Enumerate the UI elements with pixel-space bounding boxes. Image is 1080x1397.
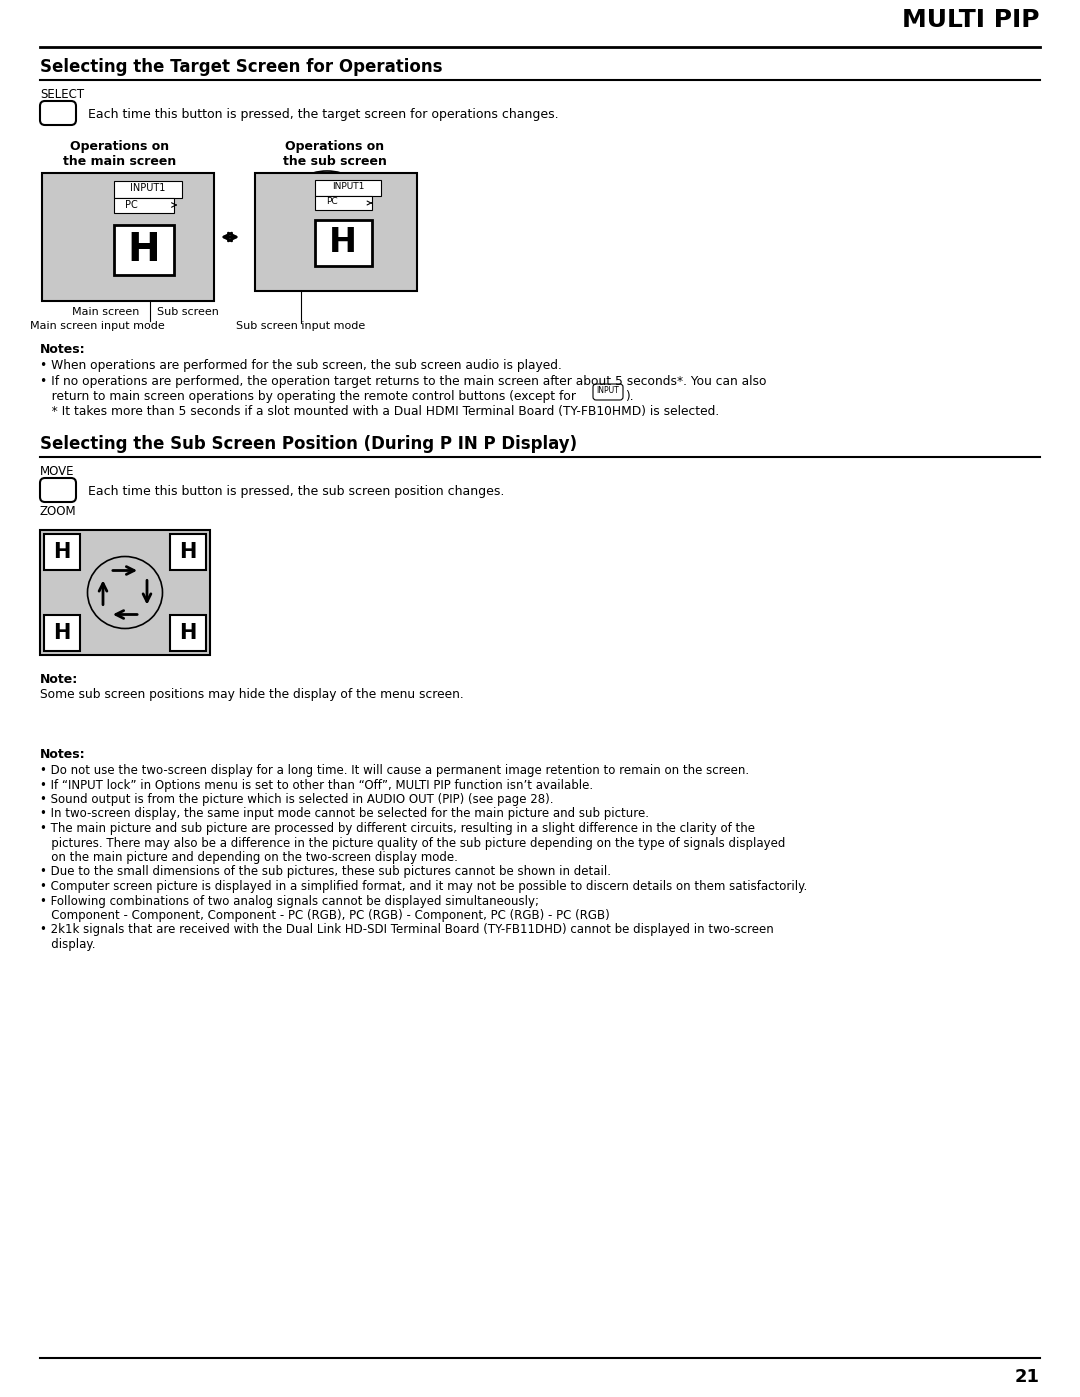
Bar (44, 615, 80, 651)
Bar (315, 180, 381, 196)
Bar (42, 173, 214, 300)
Text: H: H (329, 226, 357, 260)
Text: • Sound output is from the picture which is selected in AUDIO OUT (PIP) (see pag: • Sound output is from the picture which… (40, 793, 554, 806)
Text: • Following combinations of two analog signals cannot be displayed simultaneousl: • Following combinations of two analog s… (40, 894, 539, 908)
Text: • The main picture and sub picture are processed by different circuits, resultin: • The main picture and sub picture are p… (40, 821, 755, 835)
Text: • Do not use the two-screen display for a long time. It will cause a permanent i: • Do not use the two-screen display for … (40, 764, 750, 777)
Text: ).: ). (625, 390, 634, 402)
Text: • Computer screen picture is displayed in a simplified format, and it may not be: • Computer screen picture is displayed i… (40, 880, 807, 893)
Bar (44, 534, 80, 570)
Bar (315, 219, 372, 265)
Text: Notes:: Notes: (40, 344, 85, 356)
Bar (315, 196, 372, 210)
Bar (114, 182, 183, 198)
Text: Main screen: Main screen (72, 307, 139, 317)
Text: H: H (179, 623, 197, 643)
Bar (170, 615, 206, 651)
Text: PC: PC (326, 197, 338, 207)
Text: Notes:: Notes: (40, 747, 85, 761)
Text: Note:: Note: (40, 673, 78, 686)
Bar (170, 534, 206, 570)
Text: Some sub screen positions may hide the display of the menu screen.: Some sub screen positions may hide the d… (40, 687, 463, 701)
Text: • If “INPUT lock” in Options menu is set to other than “Off”, MULTI PIP function: • If “INPUT lock” in Options menu is set… (40, 778, 593, 792)
FancyBboxPatch shape (593, 384, 623, 400)
Text: H: H (53, 542, 70, 562)
Bar (114, 225, 174, 275)
Bar (255, 173, 417, 291)
Text: on the main picture and depending on the two-screen display mode.: on the main picture and depending on the… (40, 851, 458, 863)
Text: SELECT: SELECT (40, 88, 84, 101)
Text: Component - Component, Component - PC (RGB), PC (RGB) - Component, PC (RGB) - PC: Component - Component, Component - PC (R… (40, 909, 610, 922)
Text: MOVE: MOVE (40, 465, 75, 478)
Text: * It takes more than 5 seconds if a slot mounted with a Dual HDMI Terminal Board: * It takes more than 5 seconds if a slot… (40, 405, 719, 418)
Text: H: H (53, 623, 70, 643)
Text: Each time this button is pressed, the target screen for operations changes.: Each time this button is pressed, the ta… (87, 108, 558, 122)
FancyBboxPatch shape (40, 478, 76, 502)
Text: • If no operations are performed, the operation target returns to the main scree: • If no operations are performed, the op… (40, 374, 767, 388)
Text: • When operations are performed for the sub screen, the sub screen audio is play: • When operations are performed for the … (40, 359, 562, 372)
Text: INPUT: INPUT (596, 386, 619, 395)
FancyBboxPatch shape (40, 101, 76, 124)
Text: Each time this button is pressed, the sub screen position changes.: Each time this button is pressed, the su… (87, 485, 504, 497)
Bar (114, 198, 174, 212)
Text: Sub screen: Sub screen (157, 307, 219, 317)
Text: Sub screen input mode: Sub screen input mode (237, 321, 366, 331)
Text: Selecting the Target Screen for Operations: Selecting the Target Screen for Operatio… (40, 59, 443, 75)
Text: pictures. There may also be a difference in the picture quality of the sub pictu: pictures. There may also be a difference… (40, 837, 785, 849)
Text: PC: PC (125, 200, 138, 210)
Text: Operations on
the main screen: Operations on the main screen (64, 140, 177, 168)
Text: ZOOM: ZOOM (40, 504, 77, 518)
Circle shape (48, 191, 76, 219)
Text: INPUT1: INPUT1 (131, 183, 165, 193)
Text: H: H (179, 542, 197, 562)
Text: MULTI PIP: MULTI PIP (903, 8, 1040, 32)
Text: Main screen input mode: Main screen input mode (29, 321, 164, 331)
Text: • 2k1k signals that are received with the Dual Link HD-SDI Terminal Board (TY-FB: • 2k1k signals that are received with th… (40, 923, 773, 936)
Text: • Due to the small dimensions of the sub pictures, these sub pictures cannot be : • Due to the small dimensions of the sub… (40, 866, 611, 879)
Circle shape (260, 190, 286, 217)
Text: Selecting the Sub Screen Position (During P IN P Display): Selecting the Sub Screen Position (Durin… (40, 434, 577, 453)
Text: • In two-screen display, the same input mode cannot be selected for the main pic: • In two-screen display, the same input … (40, 807, 649, 820)
Ellipse shape (87, 556, 162, 629)
Circle shape (48, 256, 76, 284)
Text: Operations on
the sub screen: Operations on the sub screen (283, 140, 387, 168)
Text: display.: display. (40, 937, 95, 951)
Bar (40, 529, 210, 655)
Text: INPUT1: INPUT1 (332, 182, 364, 191)
Text: H: H (127, 231, 160, 270)
Text: return to main screen operations by operating the remote control buttons (except: return to main screen operations by oper… (40, 390, 576, 402)
Text: 21: 21 (1015, 1368, 1040, 1386)
